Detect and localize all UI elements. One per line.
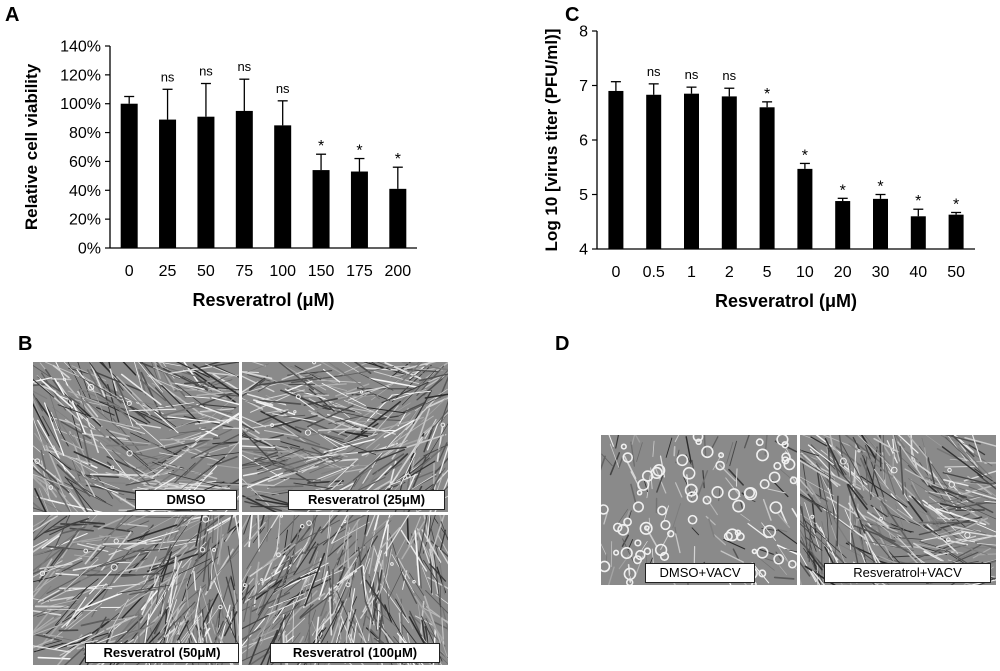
panel-letter-c: C [565,4,580,26]
micrograph-label: Resveratrol (50μM) [85,643,239,663]
x-tick-label: 2 [725,264,734,281]
micrograph-label: Resveratrol (25μM) [288,490,445,510]
x-axis-title: Resveratrol (μM) [192,290,334,310]
bar [873,198,888,249]
chart-c-virus-titer: 4 5 6 7 8 0 ns 0.5 ns 1 ns 2 * 5 * 10 * 20 * 30 * 40 * 50 Resver… [542,24,975,311]
significance-label: * [915,193,921,210]
bar [684,93,699,249]
bar [389,188,407,248]
significance-label: * [953,196,959,213]
x-tick-label: 175 [346,263,373,280]
y-tick-label: 6 [579,133,588,150]
panel-letter-a: A [5,4,20,26]
micrograph-resveratrol-100: Resveratrol (100μM) [242,515,448,665]
bar [274,125,292,248]
x-tick-label: 40 [909,264,927,281]
micrograph-texture [33,362,239,512]
significance-label: * [356,143,362,160]
x-tick-label: 5 [763,264,772,281]
bar [835,201,851,249]
panel-letter-b: B [18,333,33,355]
x-tick-label: 200 [384,263,411,280]
bar [646,94,662,249]
significance-label: * [395,151,401,168]
x-tick-label: 30 [872,264,890,281]
significance-label: ns [276,81,290,96]
y-tick-label: 100% [60,96,101,113]
x-axis-title: Resveratrol (μM) [715,291,857,311]
y-tick-label: 5 [579,187,588,204]
micrograph-label: DMSO+VACV [645,563,755,583]
bar [350,171,368,248]
x-tick-label: 50 [197,263,215,280]
significance-label: ns [237,59,251,74]
y-tick-label: 80% [69,125,101,142]
bar [235,110,253,248]
micrograph-dmso: DMSO [33,362,239,512]
y-tick-label: 140% [60,39,101,56]
x-tick-label: 25 [159,263,177,280]
significance-label: ns [722,68,736,83]
micrograph-label: Resveratrol (100μM) [270,643,440,663]
x-tick-label: 50 [947,264,965,281]
y-tick-label: 40% [69,183,101,200]
panel-letter-d: D [555,333,570,355]
x-tick-label: 0 [611,264,620,281]
significance-label: * [802,147,808,164]
y-tick-label: 7 [579,78,588,95]
micrograph-resveratrol-25: Resveratrol (25μM) [242,362,448,512]
y-tick-label: 4 [579,242,588,259]
micrograph-resveratrol-50: Resveratrol (50μM) [33,515,239,665]
x-tick-label: 1 [687,264,696,281]
significance-label: ns [199,64,213,79]
micrograph-texture [601,435,797,585]
significance-label: * [318,138,324,155]
micrograph-dmso-vacv: DMSO+VACV [601,435,797,585]
significance-label: * [840,182,846,199]
y-axis-title: Relative cell viability [22,63,41,230]
y-tick-label: 120% [60,67,101,84]
y-tick-label: 60% [69,154,101,171]
x-tick-label: 150 [308,263,335,280]
y-tick-label: 8 [579,24,588,41]
bar [120,103,138,248]
x-tick-label: 75 [235,263,253,280]
significance-label: ns [647,64,661,79]
bar [159,119,177,248]
x-tick-label: 0 [125,263,134,280]
micrograph-resveratrol-vacv: Resveratrol+VACV [800,435,996,585]
x-tick-label: 20 [834,264,852,281]
significance-label: * [764,86,770,103]
significance-label: * [877,179,883,196]
x-tick-label: 100 [269,263,296,280]
x-tick-label: 10 [796,264,814,281]
x-tick-label: 0.5 [643,264,665,281]
micrograph-label: DMSO [135,490,237,510]
y-axis-title: Log 10 [virus titer (PFU/ml)] [542,29,561,252]
bar [910,216,926,249]
bar [608,90,624,249]
significance-label: ns [161,69,175,84]
y-tick-label: 0% [78,241,101,258]
chart-a-cell-viability: 0% 20% 40% 60% 80% 100% 120% 140% 0 ns 25 ns 50 ns 75 n… [22,39,417,310]
bar [197,116,215,248]
bar [721,96,737,250]
bar [312,170,330,248]
bar [797,168,813,249]
micrograph-label: Resveratrol+VACV [824,563,991,583]
bar [759,107,775,249]
bar [948,214,964,249]
y-tick-label: 20% [69,212,101,229]
significance-label: ns [685,67,699,82]
